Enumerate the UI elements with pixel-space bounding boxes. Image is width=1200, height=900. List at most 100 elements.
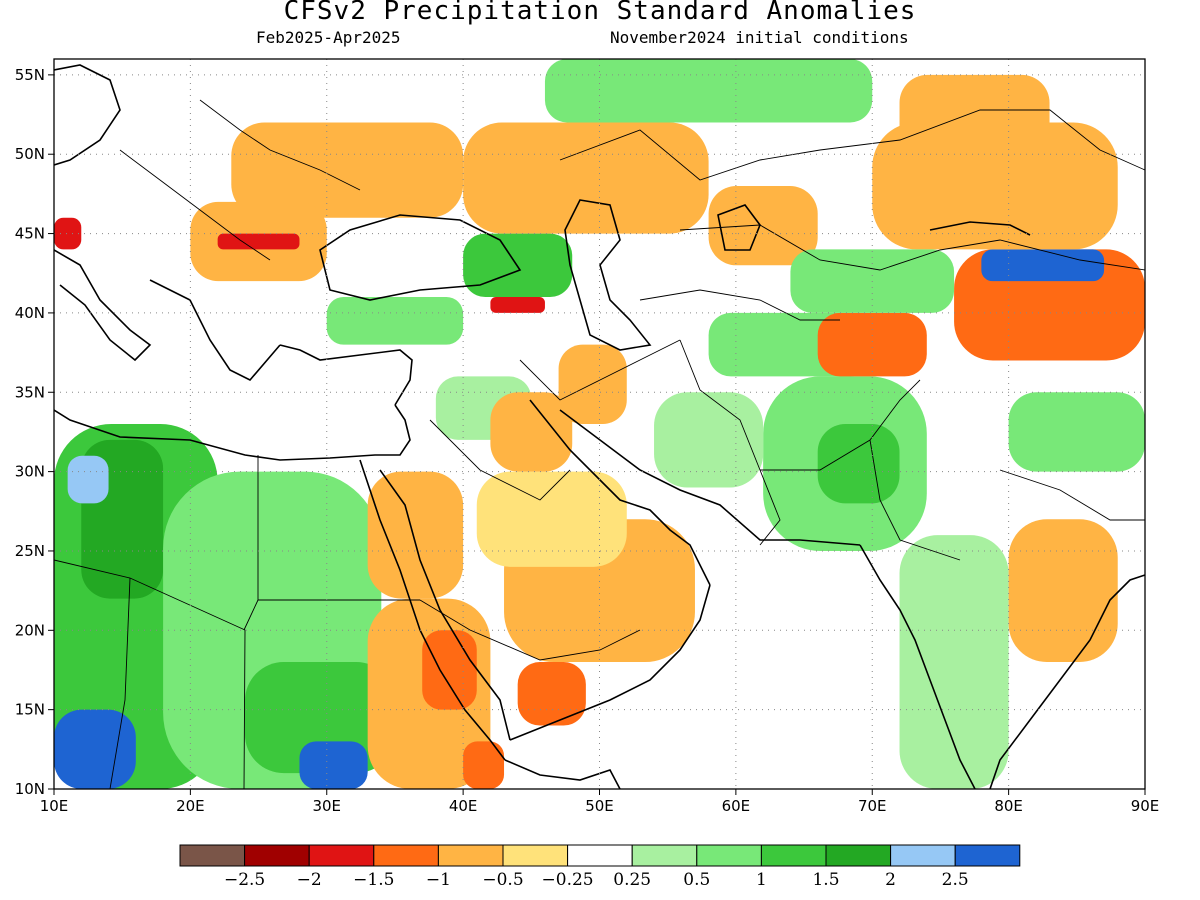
y-tick-label: 55N <box>15 66 45 84</box>
anomaly-region-libya-wet-spot <box>67 455 109 504</box>
balkans-border <box>119 149 271 261</box>
iran-afghan-border <box>679 339 781 546</box>
colorbar-swatch <box>954 844 1021 867</box>
x-tick-label: 50E <box>585 797 614 815</box>
anomaly-region-yemen-dry <box>517 662 586 726</box>
colorbar-label: 1.5 <box>812 870 839 890</box>
colorbar-swatch <box>890 844 956 867</box>
colorbar-label: 2 <box>885 870 896 890</box>
anomaly-region-pakistan-wet-core <box>817 424 900 504</box>
india-east-coast <box>989 574 1145 789</box>
anomaly-region-caspian-north-dry <box>463 122 709 234</box>
lake-balkhash <box>929 221 1031 236</box>
red-sea-west-coast <box>359 459 506 761</box>
colorbar-swatch <box>696 844 762 867</box>
x-tick-label: 90E <box>1131 797 1160 815</box>
colorbar-swatch <box>308 844 375 867</box>
anomaly-region-india-wet <box>899 535 1009 789</box>
saudi-yemen-border <box>419 599 641 661</box>
y-tick-label: 25N <box>15 542 45 560</box>
anomaly-region-romania-dry-core <box>217 233 300 250</box>
latitude-ticks: 10N 15N 20N 25N 30N 35N 40N 45N 50N 55N <box>15 66 54 798</box>
anomaly-region-iran-west-dry <box>558 344 627 424</box>
colorbar-label: −1.5 <box>353 870 394 890</box>
italy-coast <box>54 249 152 362</box>
forecast-period: Feb2025-Apr2025 <box>256 28 401 47</box>
y-tick-label: 45N <box>15 225 45 243</box>
colorbar-swatch <box>825 844 892 867</box>
colorbar-label: −1 <box>426 870 451 890</box>
central-asia-border <box>639 289 840 321</box>
initial-conditions: November2024 initial conditions <box>610 28 909 47</box>
nepal-border <box>999 469 1145 521</box>
x-tick-label: 80E <box>994 797 1023 815</box>
anomaly-region-eritrea-dry <box>463 741 505 789</box>
kazakh-south-border <box>679 224 1145 271</box>
levant-coast <box>279 344 413 406</box>
ukraine-border <box>199 99 361 191</box>
y-tick-label: 40N <box>15 304 45 322</box>
anomaly-region-india-dry <box>1008 519 1118 663</box>
colorbar-swatch <box>567 844 633 867</box>
black-sea <box>319 214 522 301</box>
persian-gulf-west-coast <box>529 399 711 586</box>
anomaly-region-caucasus-dry <box>490 297 545 313</box>
map-plot-area <box>54 59 1145 789</box>
colorbar-label: 1 <box>756 870 767 890</box>
anomaly-region-iran-wet <box>654 392 764 488</box>
anomaly-region-arabia-dry-light <box>476 471 627 567</box>
x-tick-label: 10E <box>40 797 69 815</box>
caspian-sea <box>564 199 652 351</box>
colorbar-label: −2 <box>297 870 322 890</box>
y-tick-label: 35N <box>15 383 45 401</box>
horn-of-africa-coast <box>504 759 621 789</box>
anomaly-region-lake-chad-very-wet <box>54 709 136 789</box>
colorbar-label: −2.5 <box>224 870 265 890</box>
colorbar-swatch <box>502 844 569 867</box>
arabia-south-coast <box>509 584 711 741</box>
anomaly-region-russia-wet <box>544 59 873 123</box>
colorbar-label: 2.5 <box>942 870 969 890</box>
anomaly-region-ethiopia-dry <box>422 630 477 710</box>
colorbar-swatch <box>437 844 504 867</box>
colorbar-label: 0.5 <box>683 870 710 890</box>
anomaly-region-turkey-wet <box>326 297 464 345</box>
x-tick-label: 60E <box>722 797 751 815</box>
y-tick-label: 30N <box>15 463 45 481</box>
anomaly-regions <box>54 59 1145 789</box>
longitude-ticks: 10E 20E 30E 40E 50E 60E 70E 80E 90E <box>40 789 1160 815</box>
pakistan-india-border <box>869 439 961 561</box>
coastlines <box>54 64 1145 789</box>
x-tick-label: 40E <box>449 797 478 815</box>
y-tick-label: 50N <box>15 145 45 163</box>
anomaly-region-egypt-dry <box>367 471 464 599</box>
aral-sea <box>717 204 761 251</box>
country-borders <box>54 99 1145 789</box>
niger-chad-border <box>109 577 131 789</box>
colorbar-label: −0.5 <box>482 870 523 890</box>
india-west-coast <box>859 544 976 789</box>
x-tick-label: 20E <box>176 797 205 815</box>
colorbar-swatch <box>631 844 698 867</box>
saudi-iraq-border <box>429 419 571 501</box>
anomaly-region-iraq-dry <box>490 392 573 472</box>
anomaly-region-tibet-wet <box>1008 392 1145 472</box>
map-title: CFSv2 Precipitation Standard Anomalies <box>283 0 917 26</box>
anomaly-region-italy-dry <box>54 217 82 250</box>
anomaly-region-sudan-very-wet <box>299 741 368 789</box>
north-africa-coast <box>54 404 411 461</box>
iraq-iran-border <box>519 339 681 401</box>
greece-coast <box>149 279 281 381</box>
y-tick-label: 15N <box>15 701 45 719</box>
colorbar-swatch <box>373 844 439 867</box>
red-sea-east-coast <box>379 469 511 741</box>
x-tick-label: 70E <box>858 797 887 815</box>
iran-south-coast <box>559 409 861 546</box>
y-tick-label: 10N <box>15 780 45 798</box>
northern-europe-coast <box>54 64 121 166</box>
y-tick-label: 20N <box>15 621 45 639</box>
anomaly-region-tianshan-wet <box>981 249 1105 282</box>
sahel-borders <box>54 559 246 789</box>
colorbar-swatch <box>760 844 827 867</box>
